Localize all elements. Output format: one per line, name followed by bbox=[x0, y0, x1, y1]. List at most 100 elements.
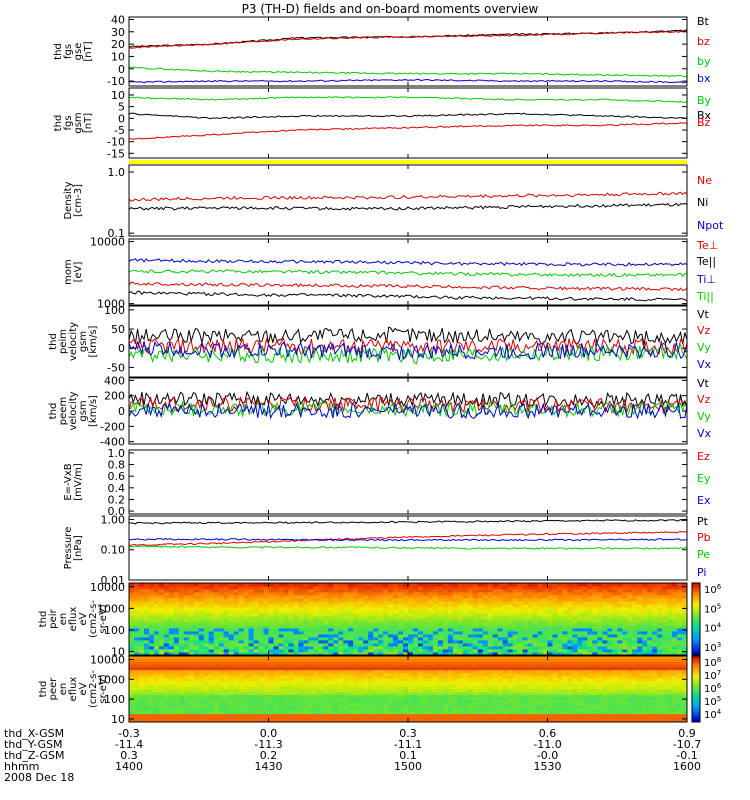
spectrogram-cell bbox=[288, 643, 294, 647]
spectrogram-cell bbox=[527, 691, 533, 695]
spectrogram-cell bbox=[283, 583, 289, 587]
spectrogram-cell bbox=[238, 595, 244, 599]
spectrogram-cell bbox=[662, 683, 668, 687]
spectrogram-cell bbox=[672, 652, 678, 656]
spectrogram-cell bbox=[612, 604, 618, 608]
spectrogram-cell bbox=[243, 694, 249, 698]
spectrogram-cell bbox=[457, 604, 464, 608]
spectrogram-cell bbox=[323, 713, 329, 717]
spectrogram-cell bbox=[422, 711, 429, 715]
spectrogram-cell bbox=[223, 607, 230, 611]
spectrogram-cell bbox=[637, 713, 643, 717]
spectrogram-cell bbox=[143, 694, 150, 698]
spectrogram-cell bbox=[662, 711, 668, 715]
spectrogram-cell bbox=[183, 689, 190, 693]
spectrogram-cell bbox=[383, 625, 389, 629]
spectrogram-cell bbox=[168, 652, 175, 656]
spectrogram-cell bbox=[522, 691, 528, 695]
spectrogram-cell bbox=[457, 705, 464, 709]
spectrogram-cell bbox=[373, 592, 379, 596]
spectrogram-cell bbox=[388, 680, 394, 684]
spectrogram-cell bbox=[472, 697, 479, 701]
spectrogram-cell bbox=[298, 713, 304, 717]
spectrogram-cell bbox=[363, 705, 369, 709]
spectrogram-cell bbox=[328, 713, 334, 717]
spectrogram-cell bbox=[502, 716, 509, 720]
spectrogram-cell bbox=[138, 652, 145, 656]
spectrogram-cell bbox=[417, 634, 424, 638]
spectrogram-cell bbox=[507, 646, 514, 650]
spectrogram-cell bbox=[487, 683, 494, 687]
spectrogram-cell bbox=[263, 713, 269, 717]
spectrogram-cell bbox=[642, 694, 648, 698]
spectrogram-cell bbox=[388, 640, 394, 644]
spectrogram-cell bbox=[403, 640, 409, 644]
spectrogram-cell bbox=[238, 634, 244, 638]
spectrogram-cell bbox=[667, 610, 673, 614]
spectrogram-cell bbox=[228, 700, 235, 704]
spectrogram-cell bbox=[597, 625, 603, 629]
spectrogram-cell bbox=[193, 680, 200, 684]
spectrogram-cell bbox=[223, 643, 230, 647]
spectrogram-cell bbox=[427, 711, 434, 715]
spectrogram-cell bbox=[632, 583, 638, 587]
spectrogram-cell bbox=[457, 675, 464, 679]
spectrogram-cell bbox=[148, 586, 155, 590]
spectrogram-cell bbox=[233, 598, 240, 602]
spectrogram-cell bbox=[213, 697, 220, 701]
spectrogram-cell bbox=[647, 637, 653, 641]
spectrogram-cell bbox=[662, 691, 668, 695]
spectrogram-cell bbox=[358, 643, 364, 647]
spectrogram-cell bbox=[273, 675, 279, 679]
spectrogram-cell bbox=[627, 694, 633, 698]
spectrogram-cell bbox=[333, 643, 339, 647]
spectrogram-cell bbox=[487, 616, 494, 620]
spectrogram-cell bbox=[338, 610, 344, 614]
spectrogram-cell bbox=[253, 586, 259, 590]
spectrogram-cell bbox=[298, 652, 304, 656]
spectrogram-cell bbox=[218, 601, 225, 605]
spectrogram-cell bbox=[422, 604, 429, 608]
spectrogram-cell bbox=[393, 625, 399, 629]
spectrogram-cell bbox=[178, 628, 185, 632]
spectrogram-cell bbox=[577, 616, 583, 620]
spectrogram-cell bbox=[203, 672, 210, 676]
spectrogram-cell bbox=[323, 601, 329, 605]
spectrogram-cell bbox=[218, 694, 225, 698]
spectrogram-cell bbox=[198, 649, 205, 653]
spectrogram-cell bbox=[502, 705, 509, 709]
spectrogram-cell bbox=[592, 713, 598, 717]
spectrogram-cell bbox=[437, 683, 444, 687]
spectrogram-cell bbox=[168, 637, 175, 641]
spectrogram-cell bbox=[577, 700, 583, 704]
spectrogram-cell bbox=[368, 634, 374, 638]
spectrogram-cell bbox=[153, 616, 160, 620]
spectrogram-cell bbox=[323, 640, 329, 644]
spectrogram-cell bbox=[168, 598, 175, 602]
spectrogram-cell bbox=[183, 592, 190, 596]
spectrogram-cell bbox=[218, 622, 225, 626]
spectrogram-cell bbox=[442, 683, 449, 687]
colorbar-segment bbox=[692, 616, 700, 620]
spectrogram-cell bbox=[642, 711, 648, 715]
spectrogram-cell bbox=[517, 607, 523, 611]
spectrogram-cell bbox=[353, 713, 359, 717]
spectrogram-cell bbox=[153, 683, 160, 687]
spectrogram-cell bbox=[233, 683, 240, 687]
spectrogram-cell bbox=[672, 713, 678, 717]
spectrogram-cell bbox=[552, 689, 558, 693]
spectrogram-cell bbox=[432, 691, 439, 695]
spectrogram-cell bbox=[542, 700, 548, 704]
spectrogram-cell bbox=[193, 643, 200, 647]
spectrogram-cell bbox=[168, 672, 175, 676]
spectrogram-cell bbox=[567, 595, 573, 599]
spectrogram-cell bbox=[143, 643, 150, 647]
spectrogram-cell bbox=[223, 613, 230, 617]
spectrogram-cell bbox=[358, 610, 364, 614]
spectrogram-cell bbox=[582, 622, 588, 626]
spectrogram-cell bbox=[677, 689, 683, 693]
spectrogram-cell bbox=[637, 702, 643, 706]
spectrogram-cell bbox=[343, 628, 349, 632]
spectrogram-cell bbox=[532, 613, 538, 617]
spectrogram-cell bbox=[388, 689, 394, 693]
